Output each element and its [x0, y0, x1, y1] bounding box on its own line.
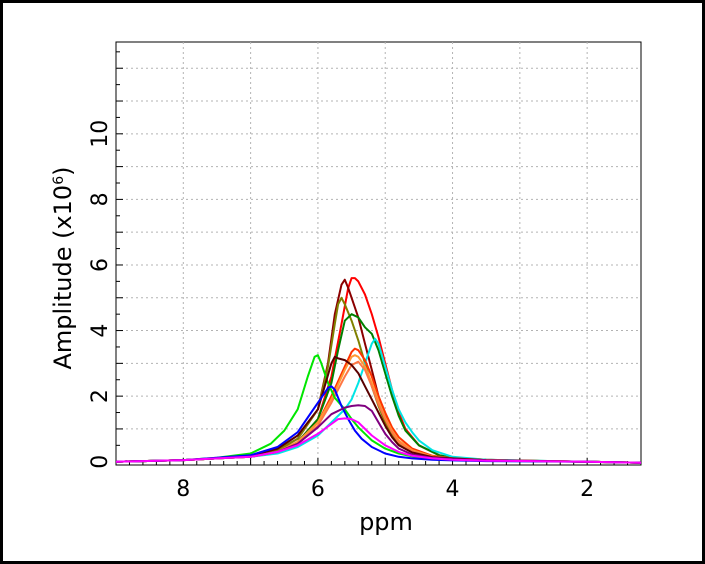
y-tick-label: 6: [88, 258, 113, 272]
x-axis-title: ppm: [359, 508, 413, 536]
x-tick-label: 6: [311, 477, 325, 502]
series-group: [115, 277, 642, 464]
series-line-13: [115, 417, 642, 464]
x-tick-label: 4: [446, 477, 460, 502]
x-tick-labels: 8 6 4 2: [176, 477, 594, 502]
y-tick-label: 10: [88, 120, 113, 148]
y-axis-title-main: Amplitude (x10: [49, 185, 77, 370]
y-tick-labels: 0 2 4 6 8 10: [88, 120, 113, 469]
y-tick-label: 8: [88, 192, 113, 206]
x-tick-label: 2: [580, 477, 594, 502]
y-axis-title-suffix: ): [49, 166, 77, 175]
series-line-5: [115, 337, 642, 464]
y-tick-label: 0: [88, 455, 113, 469]
series-line-11: [115, 385, 642, 464]
y-axis-title: Amplitude (x106): [49, 166, 77, 369]
series-line-9: [115, 354, 642, 464]
y-tick-label: 4: [88, 324, 113, 338]
y-tick-label: 2: [88, 389, 113, 403]
grid: [116, 42, 641, 465]
x-tick-label: 8: [176, 477, 190, 502]
y-axis-title-exponent: 6: [51, 176, 67, 185]
